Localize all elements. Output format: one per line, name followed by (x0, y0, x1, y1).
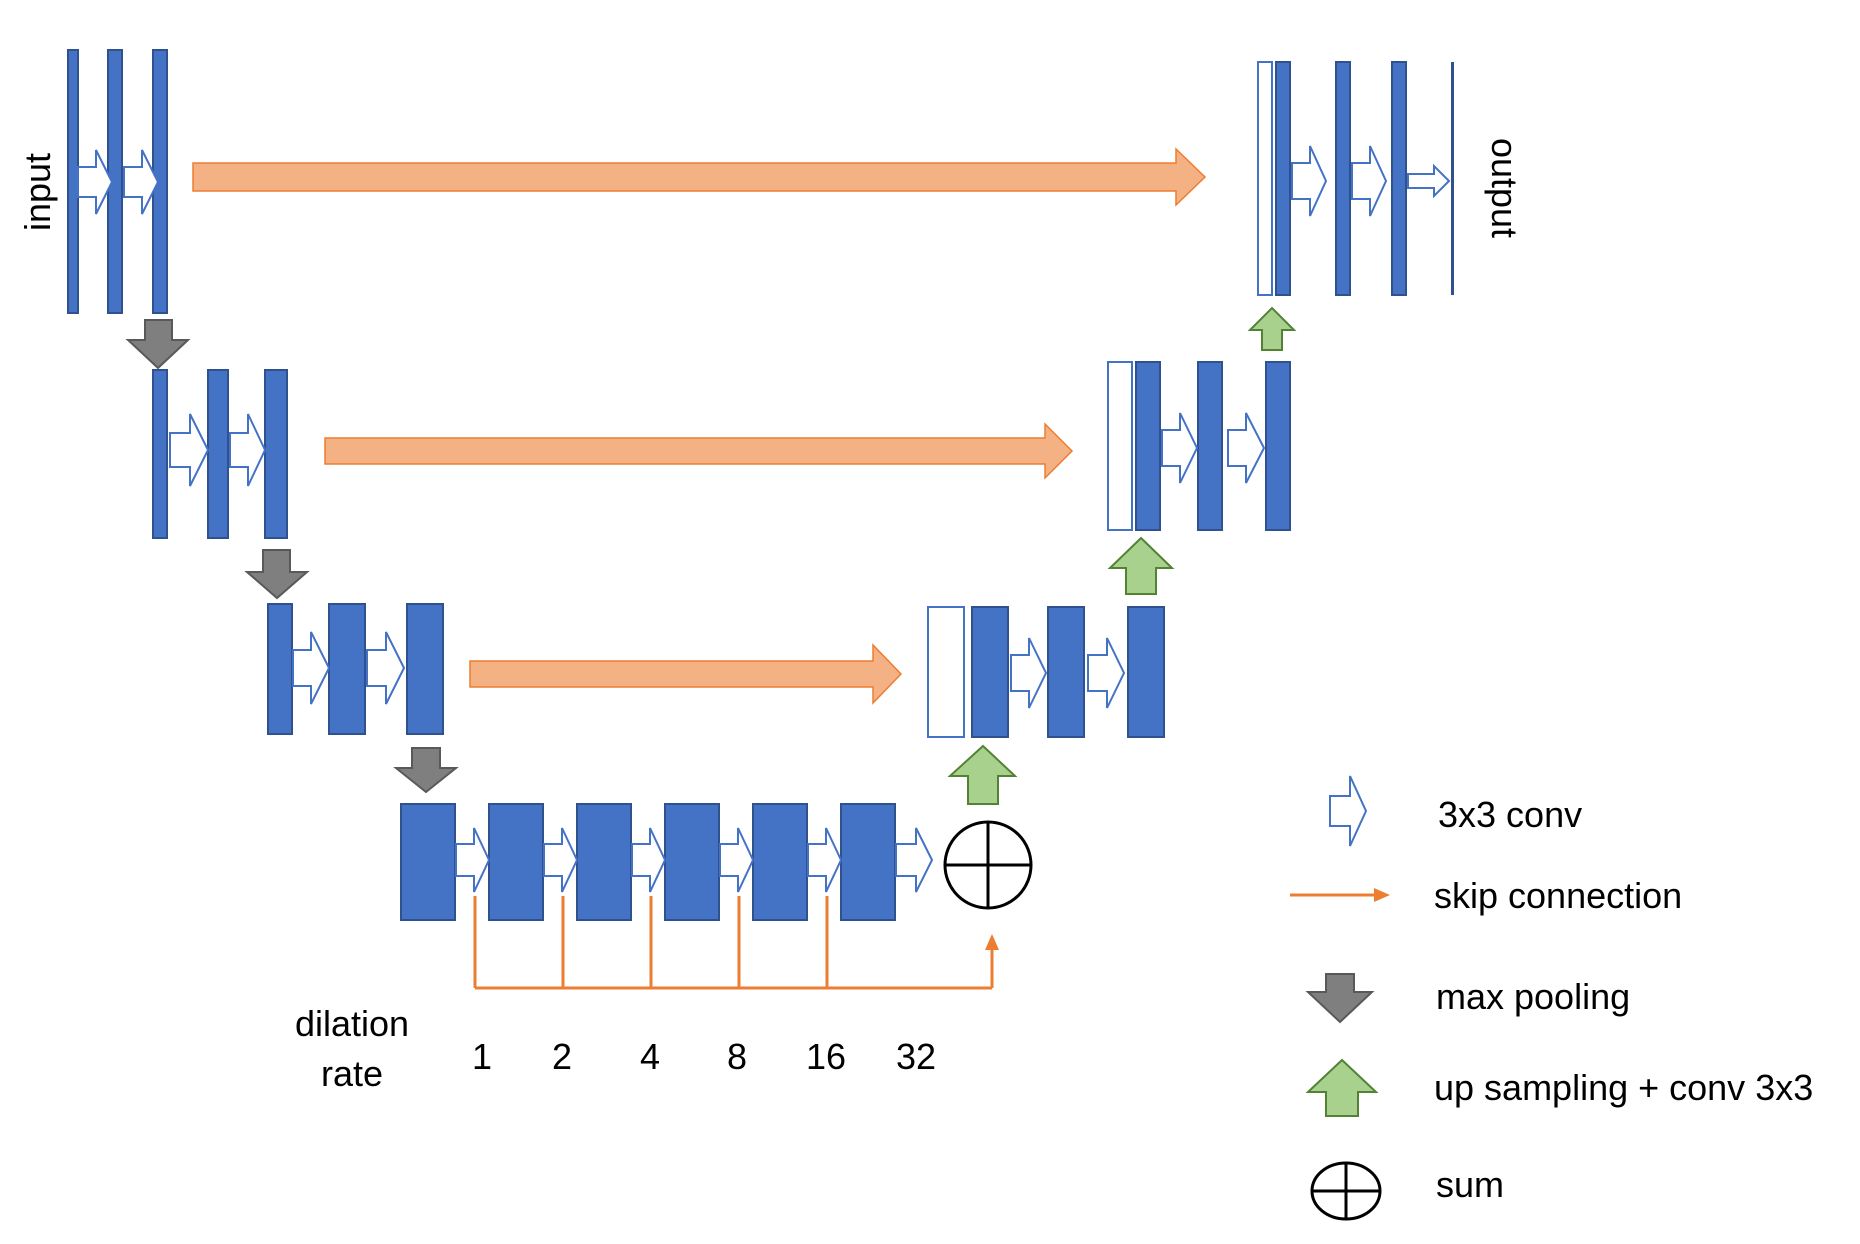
feature-map (1135, 361, 1161, 531)
feature-map (328, 603, 366, 735)
dilation-rate-label-line-2: rate (321, 1053, 383, 1094)
feature-map (752, 803, 808, 921)
encoder-level-3 (267, 603, 444, 735)
skip-connection-arrow (324, 422, 1074, 480)
dilation-sum-connections (473, 896, 994, 990)
dilation-rate-value: 1 (472, 1036, 492, 1077)
conv-arrow-icon (292, 631, 331, 705)
feature-map (840, 803, 896, 921)
dilation-arrowhead (985, 934, 999, 950)
conv-arrow-icon (1087, 637, 1126, 709)
encoder-level-2 (152, 369, 288, 539)
sum-icon (943, 820, 1033, 910)
conv-arrow-icon (169, 413, 210, 487)
conv-arrow-icon (1227, 412, 1266, 484)
legend-label: up sampling + conv 3x3 (1434, 1067, 1813, 1108)
dilation-rate-value: 16 (806, 1036, 846, 1077)
feature-map (971, 606, 1009, 738)
decoder-level-3 (927, 606, 1165, 738)
concat-feature-map (1107, 361, 1133, 531)
conv-arrow-icon (631, 827, 667, 893)
decoder-level-2 (1107, 361, 1291, 531)
max-pool-arrow-icon (1305, 973, 1375, 1024)
output-map (1451, 62, 1454, 295)
feature-map (406, 603, 444, 735)
feature-map (1127, 606, 1165, 738)
max-pool-arrow-icon (244, 549, 310, 600)
upsample-arrow-icon (947, 744, 1018, 805)
feature-map (1275, 61, 1291, 296)
legend-label: skip connection (1434, 875, 1682, 916)
feature-map (1047, 606, 1085, 738)
feature-map (1335, 61, 1351, 296)
sum-icon (1310, 1161, 1382, 1221)
decoder-level-1 (1257, 61, 1454, 296)
conv-arrow-icon (719, 827, 755, 893)
conv-arrow-icon (366, 631, 406, 705)
upsample-arrow-icon (1247, 306, 1297, 351)
legend: 3x3 conv skip connection max pooling up … (1290, 775, 1813, 1221)
feature-map (264, 369, 288, 539)
feature-map (207, 369, 229, 539)
conv-arrow-icon (1329, 775, 1368, 847)
feature-map (152, 369, 168, 539)
feature-map (400, 803, 456, 921)
conv-arrow-icon (77, 149, 114, 215)
conv-arrow-icon (807, 827, 843, 893)
concat-feature-map (927, 606, 965, 738)
skip-connection-arrow (469, 643, 903, 705)
max-pool-arrow-icon (393, 747, 459, 794)
conv-arrow-icon (1291, 145, 1328, 217)
skip-connection-line-arrowhead (1374, 888, 1390, 902)
output-label: output (1484, 138, 1525, 238)
conv-arrow-icon (543, 827, 579, 893)
feature-map (267, 603, 293, 735)
feature-map (576, 803, 632, 921)
feature-map (67, 49, 79, 314)
feature-map (488, 803, 544, 921)
feature-map (664, 803, 720, 921)
conv-arrow-icon (1161, 412, 1199, 484)
dilation-rate-value: 4 (640, 1036, 660, 1077)
max-pool-arrow-icon (125, 319, 191, 370)
dilation-rate-label-line-1: dilation (295, 1003, 409, 1044)
skip-connection-arrow (192, 147, 1207, 207)
conv-arrow-icon (1351, 145, 1388, 217)
upsample-arrow-icon (1305, 1058, 1379, 1117)
feature-map (1391, 61, 1407, 296)
legend-label: max pooling (1436, 976, 1630, 1017)
input-label: input (17, 153, 58, 231)
conv-arrow-icon (1407, 163, 1451, 199)
dilation-rate-value: 32 (896, 1036, 936, 1077)
dilation-rate-value: 2 (552, 1036, 572, 1077)
upsample-arrow-icon (1107, 536, 1175, 595)
bottleneck (400, 803, 1033, 990)
legend-label: sum (1436, 1164, 1504, 1205)
conv-arrow-icon (455, 827, 491, 893)
conv-arrow-icon (895, 827, 934, 893)
conv-arrow-icon (1010, 637, 1048, 709)
conv-arrow-icon (123, 149, 160, 215)
dilation-rate-value: 8 (727, 1036, 747, 1077)
conv-arrow-icon (229, 413, 267, 487)
feature-map (1265, 361, 1291, 531)
legend-label: 3x3 conv (1438, 794, 1582, 835)
concat-feature-map (1257, 61, 1273, 296)
encoder-level-1 (67, 49, 168, 314)
feature-map (1197, 361, 1223, 531)
